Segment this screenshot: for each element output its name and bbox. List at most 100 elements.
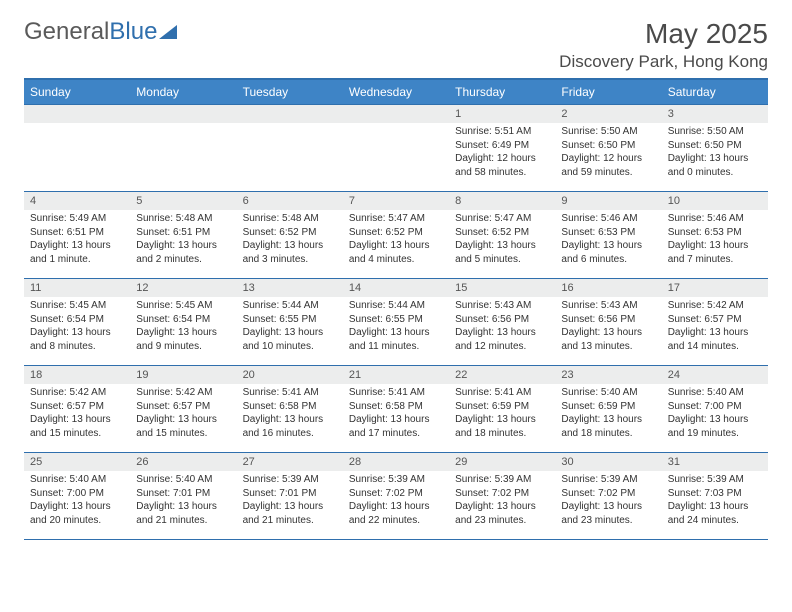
sunset-text: Sunset: 6:52 PM <box>349 226 443 240</box>
day-body: Sunrise: 5:48 AMSunset: 6:51 PMDaylight:… <box>130 210 236 270</box>
calendar-day-cell: 7 Sunrise: 5:47 AMSunset: 6:52 PMDaylight… <box>343 192 449 278</box>
calendar: Sunday Monday Tuesday Wednesday Thursday… <box>24 78 768 540</box>
daylight-text: Daylight: 13 hours and 0 minutes. <box>668 152 762 179</box>
daylight-text: Daylight: 13 hours and 21 minutes. <box>243 500 337 527</box>
sunset-text: Sunset: 6:50 PM <box>561 139 655 153</box>
day-number: 29 <box>449 453 555 471</box>
sunset-text: Sunset: 6:53 PM <box>668 226 762 240</box>
sunrise-text: Sunrise: 5:40 AM <box>136 473 230 487</box>
calendar-day-cell: 12Sunrise: 5:45 AMSunset: 6:54 PMDayligh… <box>130 279 236 365</box>
sunrise-text: Sunrise: 5:45 AM <box>136 299 230 313</box>
day-number: 7 <box>343 192 449 210</box>
calendar-day-cell: 11Sunrise: 5:45 AMSunset: 6:54 PMDayligh… <box>24 279 130 365</box>
day-number: 9 <box>555 192 661 210</box>
sunrise-text: Sunrise: 5:40 AM <box>668 386 762 400</box>
day-number: 11 <box>24 279 130 297</box>
calendar-day-cell: 3Sunrise: 5:50 AMSunset: 6:50 PMDaylight… <box>662 105 768 191</box>
daylight-text: Daylight: 13 hours and 15 minutes. <box>30 413 124 440</box>
calendar-day-cell: 9Sunrise: 5:46 AMSunset: 6:53 PMDaylight… <box>555 192 661 278</box>
sunrise-text: Sunrise: 5:41 AM <box>243 386 337 400</box>
calendar-day-cell: 17Sunrise: 5:42 AMSunset: 6:57 PMDayligh… <box>662 279 768 365</box>
calendar-day-cell: 16Sunrise: 5:43 AMSunset: 6:56 PMDayligh… <box>555 279 661 365</box>
calendar-day-cell: 4Sunrise: 5:49 AMSunset: 6:51 PMDaylight… <box>24 192 130 278</box>
sunrise-text: Sunrise: 5:46 AM <box>668 212 762 226</box>
daylight-text: Daylight: 13 hours and 3 minutes. <box>243 239 337 266</box>
sunset-text: Sunset: 6:49 PM <box>455 139 549 153</box>
daylight-text: Daylight: 13 hours and 21 minutes. <box>136 500 230 527</box>
sunset-text: Sunset: 6:58 PM <box>243 400 337 414</box>
calendar-day-cell: 29Sunrise: 5:39 AMSunset: 7:02 PMDayligh… <box>449 453 555 539</box>
calendar-day-cell <box>343 105 449 191</box>
sunrise-text: Sunrise: 5:39 AM <box>561 473 655 487</box>
calendar-bottom-rule <box>24 539 768 540</box>
sunrise-text: Sunrise: 5:48 AM <box>136 212 230 226</box>
sunrise-text: Sunrise: 5:49 AM <box>30 212 124 226</box>
calendar-week-row: 25 Sunrise: 5:40 AM Sunset: 7:00 PM Dayligh… <box>24 452 768 539</box>
day-number: 21 <box>343 366 449 384</box>
header: GeneralBlue May 2025 Discovery Park, Hon… <box>24 18 768 72</box>
calendar-day-cell: 25Sunrise: 5:40 AMSunset: 7:00 PMDayligh… <box>24 453 130 539</box>
sunset-text: Sunset: 6:56 PM <box>561 313 655 327</box>
sunrise-text: Sunrise: 5:46 AM <box>561 212 655 226</box>
day-number: 4 <box>24 192 130 210</box>
day-body: Sunrise: 5:40 AMSunset: 7:00 PMDaylight:… <box>662 384 768 444</box>
sunset-text: Sunset: 7:00 PM <box>30 487 124 501</box>
calendar-day-cell: 13Sunrise: 5:44 AMSunset: 6:55 PMDayligh… <box>237 279 343 365</box>
calendar-day-cell: 2Sunrise: 5:50 AMSunset: 6:50 PMDaylight… <box>555 105 661 191</box>
daylight-text: Daylight: 12 hours and 59 minutes. <box>561 152 655 179</box>
calendar-week-row: 1Sunrise: 5:51 AMSunset: 6:49 PMDaylight… <box>24 104 768 191</box>
day-number: 25 <box>24 453 130 471</box>
sunrise-text: Sunrise: 5:39 AM <box>349 473 443 487</box>
day-number <box>343 105 449 123</box>
day-number: 1 <box>449 105 555 123</box>
calendar-day-cell: 28Sunrise: 5:39 AMSunset: 7:02 PMDayligh… <box>343 453 449 539</box>
sunrise-text: Sunrise: 5:43 AM <box>455 299 549 313</box>
daylight-text: Daylight: 13 hours and 13 minutes. <box>561 326 655 353</box>
sunrise-text: Sunrise: 5:47 AM <box>349 212 443 226</box>
day-body: Sunrise: 5:47 AMSunset: 6:52 PMDaylight:… <box>449 210 555 270</box>
sunrise-text: Sunrise: 5:42 AM <box>30 386 124 400</box>
day-number: 19 <box>130 366 236 384</box>
calendar-day-cell: 31Sunrise: 5:39 AMSunset: 7:03 PMDayligh… <box>662 453 768 539</box>
calendar-day-cell <box>24 105 130 191</box>
day-header: Thursday <box>449 80 555 104</box>
day-body: Sunrise: 5:41 AMSunset: 6:58 PMDaylight:… <box>237 384 343 444</box>
day-body: Sunrise: 5:39 AMSunset: 7:02 PMDaylight:… <box>449 471 555 531</box>
day-number: 18 <box>24 366 130 384</box>
day-header: Monday <box>130 80 236 104</box>
logo-text-blue: Blue <box>109 18 157 46</box>
page-title: May 2025 <box>559 18 768 50</box>
daylight-text: Daylight: 13 hours and 14 minutes. <box>668 326 762 353</box>
sunrise-text: Sunrise: 5:44 AM <box>349 299 443 313</box>
daylight-text: Daylight: 13 hours and 16 minutes. <box>243 413 337 440</box>
sunrise-text: Sunrise: 5:42 AM <box>668 299 762 313</box>
calendar-day-cell: 27Sunrise: 5:39 AMSunset: 7:01 PMDayligh… <box>237 453 343 539</box>
day-body: Sunrise: 5:45 AMSunset: 6:54 PMDaylight:… <box>130 297 236 357</box>
weeks-container: 1Sunrise: 5:51 AMSunset: 6:49 PMDaylight… <box>24 104 768 539</box>
day-number: 6 <box>237 192 343 210</box>
daylight-text: Daylight: 13 hours and 22 minutes. <box>349 500 443 527</box>
sunrise-text: Sunrise: 5:44 AM <box>243 299 337 313</box>
sunset-text: Sunset: 6:51 PM <box>136 226 230 240</box>
day-body: Sunrise: 5:50 AMSunset: 6:50 PMDaylight:… <box>555 123 661 183</box>
day-number: 31 <box>662 453 768 471</box>
calendar-day-cell: 22Sunrise: 5:41 AMSunset: 6:59 PMDayligh… <box>449 366 555 452</box>
day-header: Wednesday <box>343 80 449 104</box>
day-body: Sunrise: 5:42 AMSunset: 6:57 PMDaylight:… <box>130 384 236 444</box>
daylight-text: Daylight: 13 hours and 11 minutes. <box>349 326 443 353</box>
daylight-text: Daylight: 13 hours and 17 minutes. <box>349 413 443 440</box>
daylight-text: Daylight: 13 hours and 9 minutes. <box>136 326 230 353</box>
day-number <box>237 105 343 123</box>
day-number: 13 <box>237 279 343 297</box>
day-number: 24 <box>662 366 768 384</box>
day-body: Sunrise: 5:43 AMSunset: 6:56 PMDaylight:… <box>555 297 661 357</box>
calendar-week-row: 4 Sunrise: 5:49 AM Sunset: 6:51 PM Daylight… <box>24 191 768 278</box>
day-number: 16 <box>555 279 661 297</box>
sunrise-text: Sunrise: 5:41 AM <box>349 386 443 400</box>
calendar-day-cell: 30Sunrise: 5:39 AMSunset: 7:02 PMDayligh… <box>555 453 661 539</box>
day-number: 30 <box>555 453 661 471</box>
sunset-text: Sunset: 6:52 PM <box>455 226 549 240</box>
day-number: 28 <box>343 453 449 471</box>
day-body: Sunrise: 5:39 AMSunset: 7:02 PMDaylight:… <box>555 471 661 531</box>
daylight-text: Daylight: 13 hours and 4 minutes. <box>349 239 443 266</box>
